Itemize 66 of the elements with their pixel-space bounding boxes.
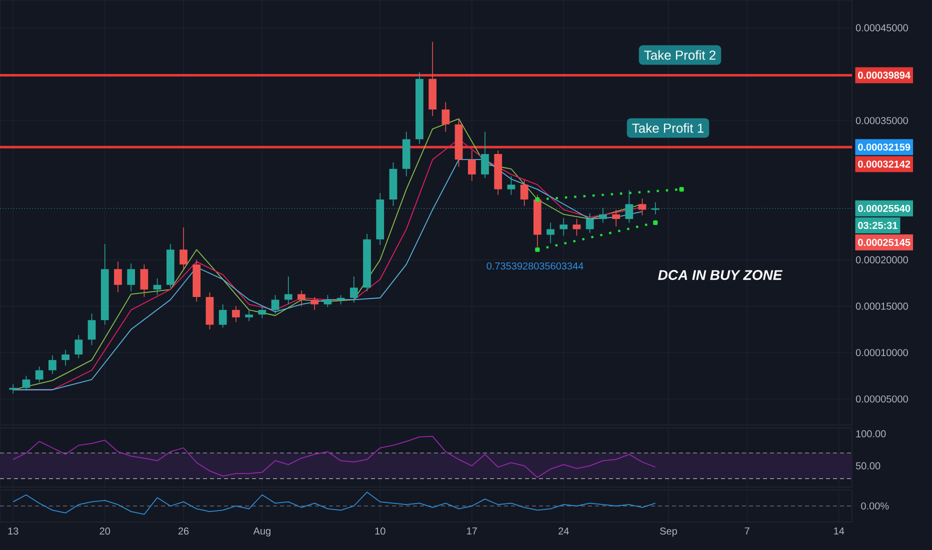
candlestick	[48, 355, 56, 374]
y-tick-label: 0.00045000	[856, 24, 908, 32]
candlestick	[442, 102, 450, 132]
line-series	[12, 436, 656, 478]
ref-line-label: 0.00025540	[858, 204, 910, 212]
text: 0.00032159	[858, 144, 910, 151]
text: 03:25:31	[858, 222, 898, 229]
candlestick	[298, 290, 306, 307]
candlestick	[271, 294, 280, 314]
x-tick-label: Aug	[253, 528, 270, 536]
candlestick	[127, 263, 136, 292]
candlestick	[35, 366, 44, 383]
candlestick	[507, 176, 516, 196]
candlestick	[560, 218, 568, 236]
candlestick	[546, 222, 554, 244]
y-tick-label: 0.00010000	[856, 349, 908, 356]
x-tick-label: 24	[558, 528, 569, 535]
candlestick	[468, 150, 476, 182]
candlestick	[350, 276, 358, 303]
y-tick-label: 0.00035000	[856, 117, 908, 124]
annotation: Take Profit 1	[632, 123, 704, 133]
y-tick-label: 100.00	[856, 430, 886, 438]
x-tick-label: 14	[834, 528, 844, 534]
ref-line-label: 0.00032142	[858, 160, 910, 168]
text: 0.00025145	[858, 238, 910, 246]
candlestick	[153, 278, 162, 296]
x-tick-label: 20	[100, 528, 110, 535]
candlestick	[245, 310, 253, 322]
x-tick-label: Sep	[660, 528, 677, 537]
candlestick	[232, 306, 240, 322]
annotation: 0.7353928035603344	[486, 262, 584, 270]
y-tick-label: 0.00015000	[856, 302, 908, 310]
point	[653, 220, 658, 226]
y-tick-label: 0.00005000	[856, 395, 908, 403]
candlestick	[22, 375, 30, 392]
ref-line-label: 0.00%	[861, 502, 889, 510]
point	[679, 187, 684, 192]
ref-line-label: 0.00039894	[858, 72, 910, 79]
candlestick	[310, 296, 319, 310]
candlestick	[114, 261, 122, 293]
candlestick	[258, 306, 266, 319]
candlestick	[324, 294, 332, 308]
candlestick	[88, 313, 96, 346]
annotation: Take Profit 2	[644, 50, 716, 60]
x-tick-label: 13	[8, 528, 18, 535]
candlestick	[140, 264, 148, 298]
point	[535, 247, 540, 252]
x-tick-label: 26	[178, 528, 189, 535]
candlestick	[586, 213, 594, 234]
candlestick	[74, 334, 83, 359]
candlestick	[612, 209, 620, 227]
x-tick-label: 7	[744, 528, 750, 534]
candlestick	[638, 198, 646, 216]
candlestick	[572, 218, 581, 236]
x-tick-label: 10	[375, 528, 386, 535]
candlestick	[218, 304, 227, 328]
candlestick	[180, 226, 188, 270]
point	[535, 197, 540, 202]
y-tick-label: 50.00	[856, 462, 880, 470]
candlestick	[520, 180, 528, 206]
annotation: DCA IN BUY ZONE	[658, 270, 783, 280]
y-tick-label: 0.00020000	[856, 256, 908, 264]
x-tick-label: 17	[467, 528, 477, 534]
candlestick	[284, 276, 292, 305]
candlestick	[62, 349, 70, 366]
candlestick	[481, 131, 489, 179]
